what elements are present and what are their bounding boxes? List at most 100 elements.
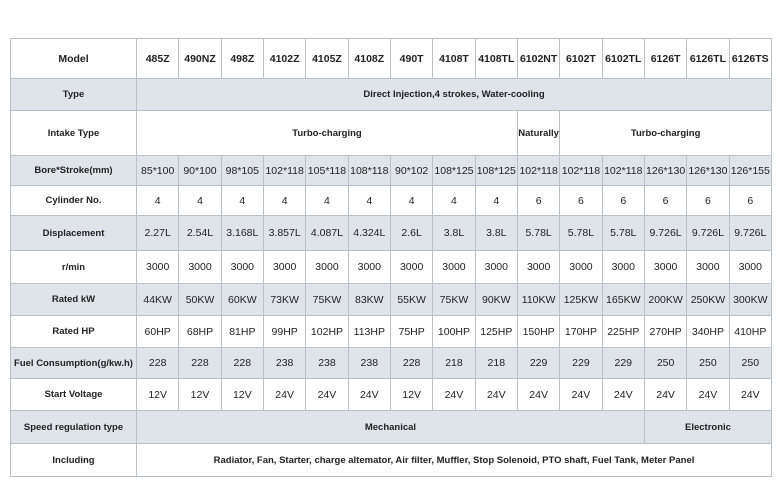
spec-cell: 60HP: [135, 315, 180, 348]
spec-cell: 9.726L: [643, 215, 688, 251]
row-label: Rated HP: [10, 315, 137, 348]
spec-row: r/min 3000 3000 3000 3000 3000 3000 3000 3000 300…: [10, 250, 773, 284]
row-label: Speed regulation type: [10, 410, 137, 444]
spec-cell: 270HP: [643, 315, 688, 348]
spec-cell: 4: [389, 185, 434, 216]
spec-cell: Turbo-charging: [136, 110, 518, 156]
spec-cell: 5.78L: [559, 215, 603, 251]
spec-cell: 12V: [135, 378, 180, 411]
spec-cell: Mechanical: [136, 410, 645, 444]
spec-cell: 3000: [178, 250, 222, 284]
header-label: Model: [10, 38, 137, 79]
spec-cell: 3000: [389, 250, 434, 284]
spec-cell: 3.8L: [432, 215, 476, 251]
spec-cell: 102HP: [305, 315, 349, 348]
spec-cell: 4: [347, 185, 391, 216]
spec-cell: 6: [686, 185, 730, 216]
spec-cell: 3000: [559, 250, 603, 284]
spec-cell: 3000: [643, 250, 688, 284]
spec-cell: 50KW: [178, 283, 222, 316]
model-name: 6126TS: [728, 38, 773, 79]
spec-cell: 12V: [178, 378, 222, 411]
row-label: Displacement: [10, 215, 137, 251]
spec-cell: 90KW: [474, 283, 518, 316]
spec-cell: 68HP: [178, 315, 222, 348]
spec-cell: 9.726L: [686, 215, 730, 251]
spec-row: Start Voltage 12V 12V 12V 24V 24V 24V 12V 24V 24V…: [10, 378, 773, 411]
spec-cell: 81HP: [220, 315, 264, 348]
spec-cell: 3000: [220, 250, 264, 284]
spec-row: Speed regulation type Mechanical Electroni…: [10, 410, 773, 444]
spec-cell: 3.857L: [262, 215, 307, 251]
spec-cell: 228: [178, 347, 222, 379]
row-label: Intake Type: [10, 110, 137, 156]
spec-cell: 102*118: [262, 155, 307, 186]
spec-cell: 24V: [643, 378, 688, 411]
spec-cell: 24V: [262, 378, 307, 411]
spec-cell: 6: [643, 185, 688, 216]
spec-cell: 24V: [305, 378, 349, 411]
spec-cell: 6: [728, 185, 773, 216]
spec-row: Rated HP 60HP 68HP 81HP 99HP 102HP 113HP 75HP 10…: [10, 315, 773, 348]
spec-cell: 4: [474, 185, 518, 216]
spec-cell: 75KW: [305, 283, 349, 316]
spec-cell: 225HP: [601, 315, 645, 348]
spec-cell: 3000: [516, 250, 561, 284]
spec-cell: 75HP: [389, 315, 434, 348]
spec-cell: 238: [262, 347, 307, 379]
spec-cell: Turbo-charging: [559, 110, 772, 156]
spec-cell: 6: [601, 185, 645, 216]
spec-cell: 55KW: [389, 283, 434, 316]
spec-cell: 218: [474, 347, 518, 379]
spec-cell: 102*118: [516, 155, 561, 186]
spec-cell: Radiator, Fan, Starter, charge altemator…: [136, 443, 772, 477]
spec-cell: 3000: [135, 250, 180, 284]
spec-cell: Electronic: [643, 410, 773, 444]
spec-cell: 229: [601, 347, 645, 379]
spec-cell: 4: [432, 185, 476, 216]
spec-cell: 4.087L: [305, 215, 349, 251]
spec-cell: 24V: [347, 378, 391, 411]
spec-row: Cylinder No. 4 4 4 4 4 4 4 4 4 6 6 6 6 6 6: [10, 185, 773, 216]
model-name: 485Z: [135, 38, 180, 79]
model-name: 6126TL: [686, 38, 730, 79]
spec-cell: 238: [305, 347, 349, 379]
model-name: 498Z: [220, 38, 264, 79]
spec-cell: 99HP: [262, 315, 307, 348]
spec-cell: 4: [135, 185, 180, 216]
spec-cell: 218: [432, 347, 476, 379]
spec-cell: 85*100: [135, 155, 180, 186]
spec-cell: 102*118: [559, 155, 603, 186]
spec-cell: 12V: [389, 378, 434, 411]
spec-cell: 340HP: [686, 315, 730, 348]
spec-cell: 410HP: [728, 315, 773, 348]
spec-cell: 3000: [474, 250, 518, 284]
spec-cell: 3.168L: [220, 215, 264, 251]
spec-cell: 3000: [432, 250, 476, 284]
spec-cell: 105*118: [305, 155, 349, 186]
spec-cell: 4: [305, 185, 349, 216]
model-name: 6102T: [559, 38, 603, 79]
spec-cell: 150HP: [516, 315, 561, 348]
spec-cell: 125HP: [474, 315, 518, 348]
spec-cell: 3000: [601, 250, 645, 284]
row-label: Cylinder No.: [10, 185, 137, 216]
spec-cell: 24V: [559, 378, 603, 411]
model-name: 490NZ: [178, 38, 222, 79]
spec-cell: 126*130: [686, 155, 730, 186]
row-label: Bore*Stroke(mm): [10, 155, 137, 186]
spec-cell: 250: [728, 347, 773, 379]
row-label: Type: [10, 78, 137, 111]
spec-cell: 126*130: [643, 155, 688, 186]
spec-cell: Direct Injection,4 strokes, Water-coolin…: [136, 78, 772, 111]
row-label: Rated kW: [10, 283, 137, 316]
spec-cell: 83KW: [347, 283, 391, 316]
spec-cell: 4: [220, 185, 264, 216]
spec-cell: 90*100: [178, 155, 222, 186]
row-label: Start Voltage: [10, 378, 137, 411]
row-label: Including: [10, 443, 137, 477]
spec-cell: 228: [389, 347, 434, 379]
spec-cell: 24V: [686, 378, 730, 411]
spec-cell: 2.54L: [178, 215, 222, 251]
